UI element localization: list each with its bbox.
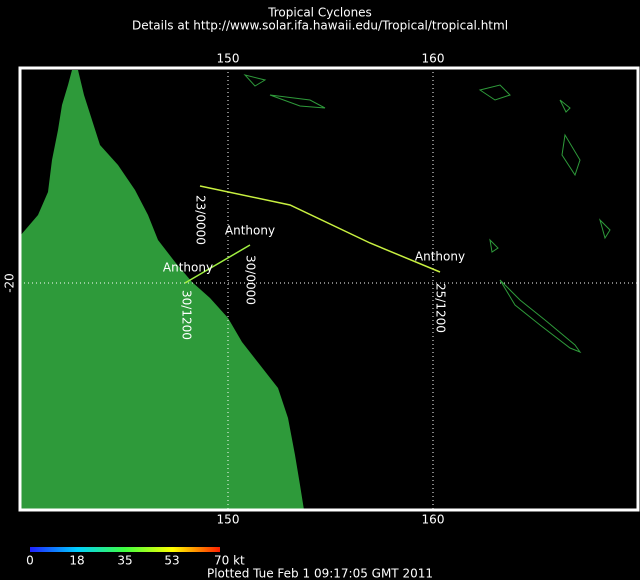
- storm-label: Anthony: [225, 224, 275, 238]
- subtitle: Details at http://www.solar.ifa.hawaii.e…: [132, 19, 508, 33]
- time-label: 30/0000: [244, 255, 258, 305]
- colorbar-label: 18: [69, 554, 84, 568]
- time-label: 30/1200: [180, 290, 194, 340]
- map-frame: [18, 66, 640, 512]
- storm-label: Anthony: [163, 261, 213, 275]
- island: [499, 279, 582, 354]
- lon-tick-label: 160: [422, 52, 445, 66]
- lon-tick-label: 150: [217, 52, 240, 66]
- land: [20, 70, 304, 510]
- island: [243, 74, 511, 109]
- lat-tick-label: -20: [3, 273, 17, 293]
- title: Tropical Cyclones: [267, 6, 372, 20]
- footer: Plotted Tue Feb 1 09:17:05 GMT 2011: [207, 567, 433, 580]
- colorbar-label: 53: [164, 554, 179, 568]
- time-label: 23/0000: [194, 195, 208, 245]
- time-label: 25/1200: [434, 283, 448, 333]
- lon-tick-label: 150: [217, 513, 240, 527]
- island: [561, 133, 581, 177]
- storm-label: Anthony: [415, 250, 465, 264]
- colorbar-ramp: [30, 547, 220, 552]
- storm-track: [199, 185, 441, 273]
- island: [489, 99, 611, 253]
- colorbar-label: 0: [26, 554, 34, 568]
- map: 150 160 150 160 -20 Anthony Anthony Anth…: [3, 52, 640, 527]
- lon-tick-label: 160: [422, 513, 445, 527]
- colorbar-label: 70 kt: [214, 554, 245, 568]
- colorbar: 0 18 35 53 70 kt: [26, 547, 245, 568]
- colorbar-label: 35: [117, 554, 132, 568]
- storm-track: [184, 244, 251, 284]
